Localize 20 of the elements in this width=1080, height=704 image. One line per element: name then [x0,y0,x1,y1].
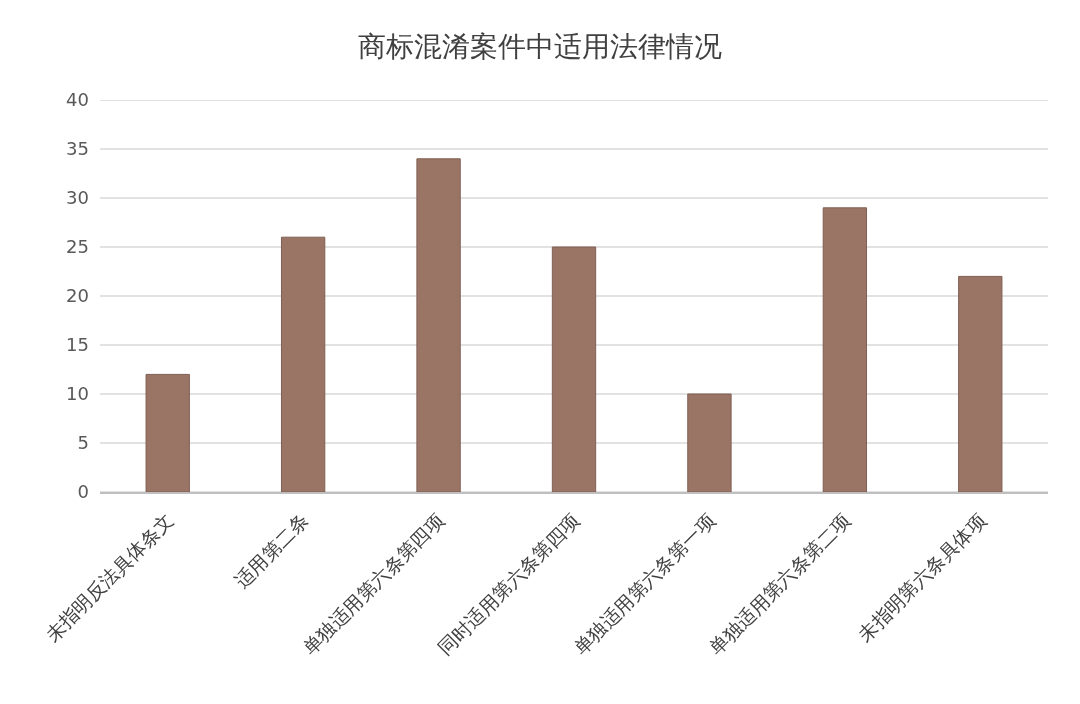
y-tick-label: 0 [77,481,89,503]
y-tick-label: 20 [66,285,89,307]
chart-title: 商标混淆案件中适用法律情况 [358,29,722,63]
bar [416,158,461,492]
bar [145,373,190,492]
y-tick-label: 35 [66,138,89,160]
bar [687,393,732,492]
bar [280,236,326,492]
bar [822,207,868,492]
x-tick-label: 未指明第六条具体项 [853,509,990,646]
y-tick-label: 5 [77,432,89,454]
y-tick-label: 10 [66,383,89,405]
y-tick-label: 15 [66,334,89,356]
y-tick-label: 30 [66,187,89,209]
y-tick-label: 40 [66,89,89,111]
x-tick-label: 适用第二条 [229,509,313,592]
y-tick-label: 25 [66,236,89,258]
bar [958,275,1003,492]
x-tick-label: 未指明反法具体条文 [40,509,178,646]
bar [551,246,597,492]
